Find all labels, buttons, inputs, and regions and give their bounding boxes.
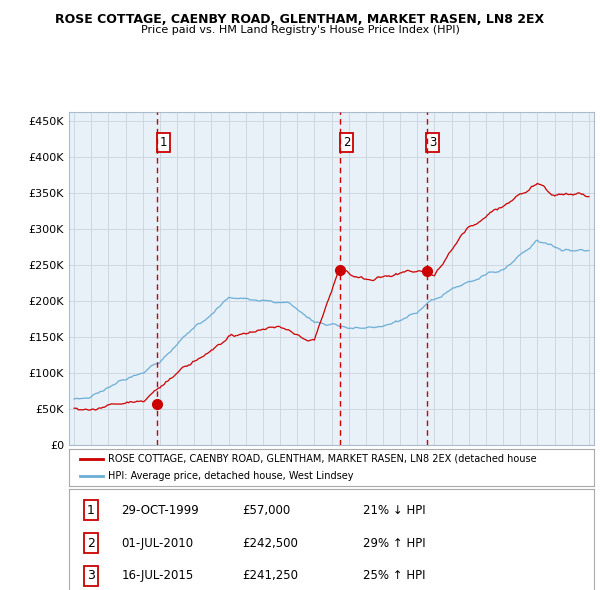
Text: 25% ↑ HPI: 25% ↑ HPI xyxy=(363,569,425,582)
Text: 3: 3 xyxy=(87,569,95,582)
Text: 1: 1 xyxy=(87,504,95,517)
Text: 29% ↑ HPI: 29% ↑ HPI xyxy=(363,536,425,550)
Text: 29-OCT-1999: 29-OCT-1999 xyxy=(121,504,199,517)
Text: 21% ↓ HPI: 21% ↓ HPI xyxy=(363,504,425,517)
Text: 01-JUL-2010: 01-JUL-2010 xyxy=(121,536,194,550)
Text: £57,000: £57,000 xyxy=(242,504,290,517)
Text: 1: 1 xyxy=(160,136,167,149)
Text: HPI: Average price, detached house, West Lindsey: HPI: Average price, detached house, West… xyxy=(109,471,354,481)
Text: £242,500: £242,500 xyxy=(242,536,298,550)
Text: Price paid vs. HM Land Registry's House Price Index (HPI): Price paid vs. HM Land Registry's House … xyxy=(140,25,460,35)
Text: 2: 2 xyxy=(87,536,95,550)
Text: 16-JUL-2015: 16-JUL-2015 xyxy=(121,569,194,582)
Text: £241,250: £241,250 xyxy=(242,569,298,582)
Text: 3: 3 xyxy=(429,136,436,149)
Text: ROSE COTTAGE, CAENBY ROAD, GLENTHAM, MARKET RASEN, LN8 2EX (detached house: ROSE COTTAGE, CAENBY ROAD, GLENTHAM, MAR… xyxy=(109,454,537,464)
Text: ROSE COTTAGE, CAENBY ROAD, GLENTHAM, MARKET RASEN, LN8 2EX: ROSE COTTAGE, CAENBY ROAD, GLENTHAM, MAR… xyxy=(55,13,545,26)
Text: 2: 2 xyxy=(343,136,350,149)
